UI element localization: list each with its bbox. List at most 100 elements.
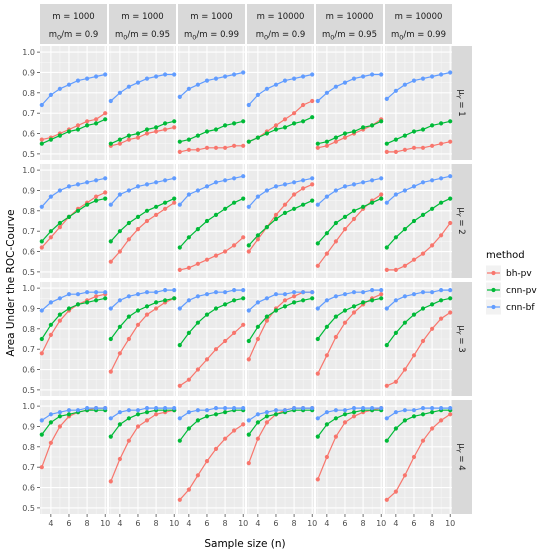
data-point-cnn-pv bbox=[213, 412, 219, 417]
data-point-bh-pv bbox=[384, 149, 389, 154]
data-point-bh-pv bbox=[351, 216, 357, 222]
data-point-bh-pv bbox=[154, 212, 159, 217]
data-point-bh-pv bbox=[439, 141, 444, 146]
data-point-bh-pv bbox=[324, 251, 329, 256]
data-point-cnn-bf bbox=[232, 72, 237, 77]
x-tick-label: 8 bbox=[223, 519, 228, 528]
data-point-bh-pv bbox=[39, 465, 44, 470]
data-point-cnn-pv bbox=[448, 296, 453, 301]
data-point-bh-pv bbox=[315, 263, 320, 268]
data-point-cnn-bf bbox=[75, 292, 81, 297]
data-point-bh-pv bbox=[94, 294, 99, 299]
data-point-cnn-bf bbox=[135, 80, 141, 85]
data-point-cnn-pv bbox=[177, 139, 182, 144]
row-strip: μY = 1 bbox=[452, 46, 472, 160]
data-point-cnn-bf bbox=[186, 192, 191, 197]
data-point-cnn-bf bbox=[255, 92, 260, 97]
legend-label: bh-pv bbox=[506, 269, 532, 279]
data-point-cnn-bf bbox=[292, 180, 297, 185]
x-tick-label: 10 bbox=[445, 519, 455, 528]
data-point-bh-pv bbox=[439, 233, 444, 238]
data-point-bh-pv bbox=[420, 145, 426, 150]
data-point-cnn-pv bbox=[126, 416, 131, 421]
data-point-bh-pv bbox=[282, 117, 288, 122]
data-point-bh-pv bbox=[384, 267, 389, 272]
data-point-cnn-pv bbox=[384, 438, 389, 443]
data-point-cnn-bf bbox=[379, 176, 384, 181]
data-point-cnn-pv bbox=[75, 127, 81, 132]
data-point-cnn-bf bbox=[342, 80, 348, 85]
data-point-cnn-bf bbox=[411, 78, 417, 83]
x-tick-label: 4 bbox=[324, 519, 329, 528]
y-tick-label: 1.0 bbox=[22, 166, 35, 175]
data-point-cnn-pv bbox=[204, 218, 210, 224]
y-tick-label: 1.0 bbox=[22, 402, 35, 411]
data-point-cnn-pv bbox=[333, 135, 338, 140]
y-tick-label: 0.8 bbox=[22, 443, 35, 452]
data-point-bh-pv bbox=[439, 316, 444, 321]
data-point-cnn-bf bbox=[48, 194, 54, 199]
strip-label-mu: μY = 1 bbox=[455, 89, 467, 116]
data-point-bh-pv bbox=[232, 143, 237, 148]
strip-label-ratio: m0/m = 0.95 bbox=[322, 30, 377, 42]
data-point-cnn-bf bbox=[402, 408, 407, 413]
data-point-cnn-pv bbox=[351, 304, 357, 309]
data-point-cnn-bf bbox=[393, 410, 398, 415]
data-point-cnn-bf bbox=[108, 306, 113, 311]
data-point-cnn-bf bbox=[186, 86, 191, 91]
data-point-cnn-bf bbox=[273, 82, 279, 87]
data-point-bh-pv bbox=[154, 129, 159, 134]
data-point-cnn-pv bbox=[172, 296, 177, 301]
data-point-cnn-bf bbox=[177, 306, 182, 311]
strip-label-m: m = 10000 bbox=[395, 12, 443, 22]
data-point-cnn-bf bbox=[177, 202, 182, 207]
data-point-cnn-pv bbox=[301, 298, 306, 303]
data-point-cnn-bf bbox=[232, 176, 237, 181]
data-point-bh-pv bbox=[85, 119, 90, 124]
data-point-bh-pv bbox=[117, 141, 122, 146]
data-point-cnn-bf bbox=[108, 98, 113, 104]
strip-label-ratio: m0/m = 0.9 bbox=[49, 30, 99, 42]
data-point-cnn-pv bbox=[324, 139, 329, 144]
data-point-cnn-pv bbox=[135, 412, 141, 417]
data-point-cnn-bf bbox=[108, 202, 113, 207]
data-point-bh-pv bbox=[379, 192, 384, 197]
data-point-bh-pv bbox=[282, 298, 288, 303]
data-point-bh-pv bbox=[430, 243, 435, 248]
data-point-cnn-bf bbox=[351, 406, 357, 411]
data-point-cnn-bf bbox=[448, 174, 453, 179]
data-point-cnn-bf bbox=[324, 90, 329, 95]
legend-item: cnn-pv bbox=[486, 282, 537, 298]
data-point-bh-pv bbox=[126, 237, 131, 242]
data-point-bh-pv bbox=[213, 446, 219, 451]
data-point-cnn-bf bbox=[75, 78, 81, 83]
data-point-cnn-bf bbox=[126, 84, 131, 89]
data-point-cnn-pv bbox=[342, 214, 348, 219]
data-point-cnn-bf bbox=[315, 306, 320, 311]
data-point-cnn-bf bbox=[94, 406, 99, 411]
y-tick-label: 0.8 bbox=[22, 325, 35, 334]
data-point-cnn-bf bbox=[384, 416, 389, 421]
y-tick-label: 0.5 bbox=[22, 504, 35, 513]
strip-label-m: m = 1000 bbox=[190, 12, 232, 22]
data-point-bh-pv bbox=[333, 334, 338, 340]
data-point-cnn-pv bbox=[126, 314, 131, 319]
data-point-cnn-pv bbox=[351, 129, 357, 134]
data-point-cnn-pv bbox=[103, 196, 108, 201]
data-point-bh-pv bbox=[430, 426, 435, 431]
data-point-cnn-pv bbox=[232, 200, 237, 205]
data-point-cnn-pv bbox=[264, 225, 269, 230]
data-point-bh-pv bbox=[264, 420, 269, 425]
row-strip: μY = 4 bbox=[452, 400, 472, 514]
data-point-cnn-bf bbox=[246, 102, 251, 108]
data-point-cnn-pv bbox=[370, 298, 375, 303]
data-point-bh-pv bbox=[177, 497, 182, 502]
data-point-cnn-bf bbox=[103, 72, 108, 77]
data-point-cnn-bf bbox=[241, 406, 246, 411]
data-point-bh-pv bbox=[195, 367, 200, 372]
data-point-bh-pv bbox=[282, 202, 288, 207]
data-point-bh-pv bbox=[232, 428, 237, 433]
data-point-cnn-bf bbox=[292, 290, 297, 295]
data-point-cnn-bf bbox=[163, 72, 168, 77]
